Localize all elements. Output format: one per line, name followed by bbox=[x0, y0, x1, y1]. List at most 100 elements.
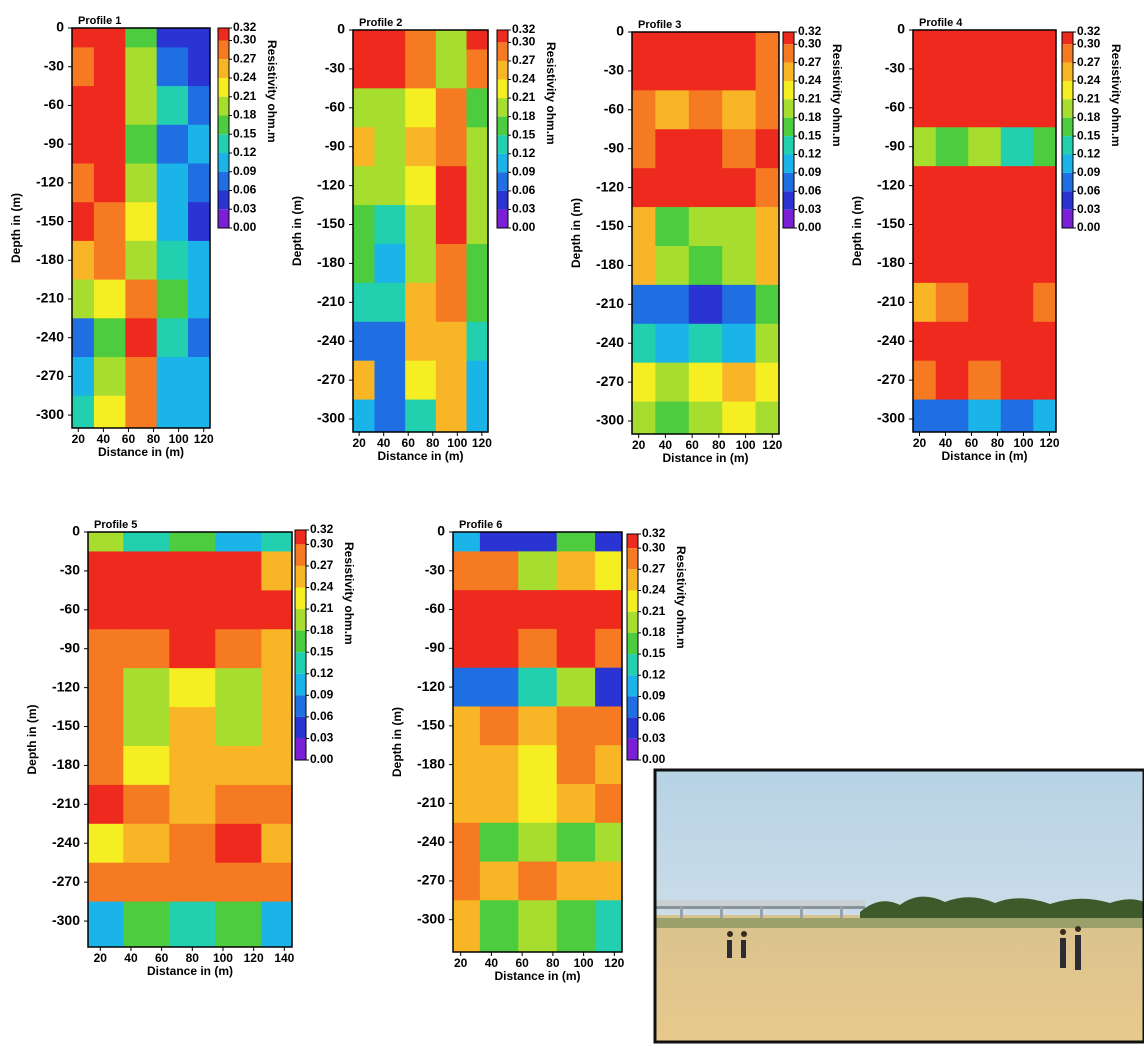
y-tick-label: -120 bbox=[317, 176, 345, 192]
resistivity-cell bbox=[94, 163, 126, 202]
x-tick-label: 80 bbox=[186, 951, 200, 965]
resistivity-cell bbox=[261, 824, 292, 863]
resistivity-cell bbox=[480, 784, 519, 823]
y-tick-label: -240 bbox=[317, 332, 345, 348]
y-tick-label: -60 bbox=[60, 601, 80, 617]
resistivity-cell bbox=[169, 863, 216, 902]
y-tick-label: -150 bbox=[877, 215, 905, 231]
resistivity-cell bbox=[467, 127, 489, 166]
resistivity-cell bbox=[261, 590, 292, 629]
resistivity-cell bbox=[689, 51, 723, 90]
resistivity-cell bbox=[374, 127, 405, 166]
colorbar-band bbox=[1062, 210, 1073, 228]
resistivity-cell bbox=[353, 30, 375, 50]
y-tick-label: -30 bbox=[60, 562, 80, 578]
y-tick-label: -240 bbox=[52, 834, 80, 850]
resistivity-cell bbox=[405, 361, 436, 400]
resistivity-cell bbox=[557, 862, 596, 901]
resistivity-cell bbox=[169, 785, 216, 824]
resistivity-cell bbox=[968, 283, 1001, 322]
resistivity-cell bbox=[756, 363, 780, 402]
resistivity-cell bbox=[936, 322, 969, 361]
colorbar-band bbox=[218, 134, 229, 153]
resistivity-cell bbox=[169, 746, 216, 785]
y-tick-label: -270 bbox=[596, 373, 624, 389]
colorbar-label: Resistivity ohm.m bbox=[544, 42, 558, 145]
colorbar-tick-label: 0.15 bbox=[1077, 128, 1101, 142]
y-tick-label: -30 bbox=[604, 62, 624, 78]
colorbar-tick-label: 0.09 bbox=[233, 164, 257, 178]
resistivity-cell bbox=[261, 785, 292, 824]
colorbar-band bbox=[1062, 155, 1073, 173]
resistivity-cell bbox=[94, 357, 126, 396]
colorbar-label: Resistivity ohm.m bbox=[265, 40, 279, 143]
resistivity-cell bbox=[632, 207, 656, 246]
resistivity-cell bbox=[557, 900, 596, 952]
chart-title: Profile 2 bbox=[359, 17, 402, 29]
colorbar-tick-label: 0.27 bbox=[1077, 55, 1101, 69]
resistivity-cell bbox=[125, 125, 157, 164]
colorbar-band bbox=[783, 81, 794, 99]
resistivity-cell bbox=[157, 357, 189, 396]
x-tick-label: 100 bbox=[736, 438, 756, 452]
resistivity-cell bbox=[655, 324, 689, 363]
y-tick-label: -30 bbox=[325, 60, 345, 76]
y-axis-label: Depth in (m) bbox=[25, 705, 39, 775]
resistivity-cell bbox=[123, 707, 170, 746]
colorbar-band bbox=[783, 44, 794, 62]
colorbar-tick-label: 0.18 bbox=[1077, 110, 1101, 124]
colorbar-label: Resistivity ohm.m bbox=[342, 542, 356, 645]
resistivity-cell bbox=[595, 900, 622, 952]
resistivity-cell bbox=[557, 532, 596, 552]
resistivity-cell bbox=[72, 47, 94, 86]
resistivity-cell bbox=[436, 322, 467, 361]
resistivity-cell bbox=[188, 163, 210, 202]
contour-chart: 0-30-60-90-120-150-180-210-240-270-30020… bbox=[290, 17, 558, 463]
resistivity-cell bbox=[215, 668, 262, 707]
x-tick-label: 80 bbox=[426, 436, 440, 450]
x-tick-label: 40 bbox=[124, 951, 138, 965]
y-tick-label: -150 bbox=[36, 212, 64, 228]
resistivity-cell bbox=[632, 90, 656, 129]
y-tick-label: 0 bbox=[56, 19, 64, 35]
colorbar-tick-label: 0.09 bbox=[642, 689, 666, 703]
resistivity-cell bbox=[157, 163, 189, 202]
resistivity-cell bbox=[123, 668, 170, 707]
resistivity-cell bbox=[374, 205, 405, 244]
resistivity-cell bbox=[595, 532, 622, 552]
resistivity-cell bbox=[188, 280, 210, 319]
colorbar-tick-label: 0.06 bbox=[233, 183, 257, 197]
resistivity-cell bbox=[557, 551, 596, 590]
resistivity-cell bbox=[480, 551, 519, 590]
resistivity-cell bbox=[595, 823, 622, 862]
resistivity-cell bbox=[913, 283, 936, 322]
resistivity-cell bbox=[518, 590, 557, 629]
colorbar-band bbox=[295, 717, 306, 739]
resistivity-cell bbox=[480, 900, 519, 952]
y-tick-label: -240 bbox=[596, 334, 624, 350]
resistivity-cell bbox=[632, 246, 656, 285]
resistivity-cell bbox=[467, 88, 489, 127]
resistivity-cell bbox=[913, 205, 936, 244]
resistivity-cell bbox=[756, 246, 780, 285]
colorbar-band bbox=[295, 588, 306, 610]
resistivity-cell bbox=[123, 590, 170, 629]
resistivity-cell bbox=[480, 590, 519, 629]
colorbar-tick-label: 0.03 bbox=[642, 731, 666, 745]
resistivity-cell bbox=[595, 745, 622, 784]
resistivity-cell bbox=[756, 168, 780, 207]
resistivity-cell bbox=[72, 86, 94, 125]
colorbar-band bbox=[497, 117, 508, 136]
contour-chart: 0-30-60-90-120-150-180-210-240-270-30020… bbox=[9, 15, 279, 459]
x-tick-label: 80 bbox=[991, 436, 1005, 450]
colorbar-tick-label: 0.30 bbox=[233, 33, 257, 47]
resistivity-cell bbox=[557, 629, 596, 668]
resistivity-cell bbox=[94, 202, 126, 241]
resistivity-cell bbox=[374, 322, 405, 361]
resistivity-cell bbox=[453, 629, 480, 668]
colorbar-label: Resistivity ohm.m bbox=[830, 44, 844, 147]
resistivity-cell bbox=[353, 322, 375, 361]
resistivity-cell bbox=[1001, 205, 1034, 244]
colorbar-band bbox=[218, 191, 229, 210]
colorbar-label: Resistivity ohm.m bbox=[674, 546, 688, 649]
